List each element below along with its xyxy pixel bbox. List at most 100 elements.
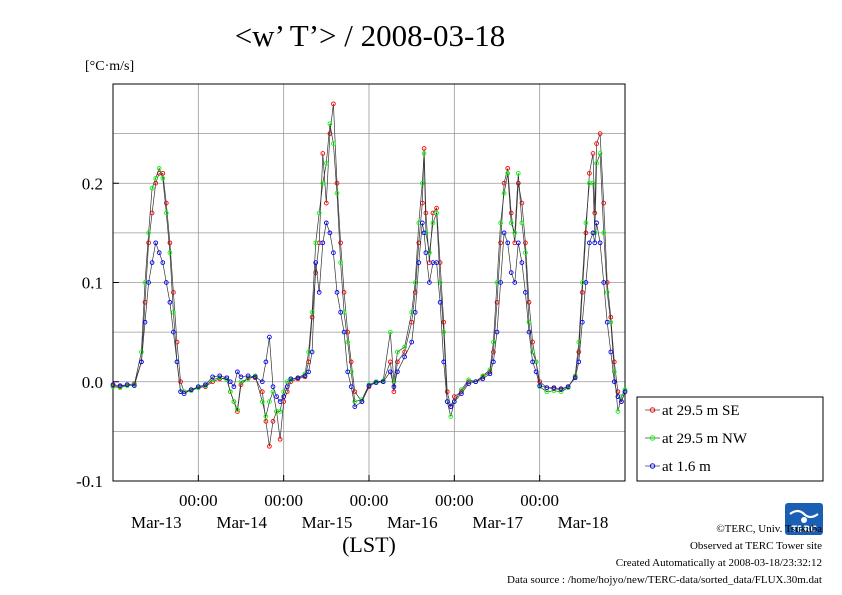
data-point [601, 230, 607, 236]
source-text: Data source : /home/hojyo/new/TERC-data/… [507, 574, 822, 586]
data-point [195, 384, 201, 390]
data-point [512, 280, 518, 285]
data-point [441, 319, 447, 325]
data-point [334, 190, 340, 196]
data-point [263, 359, 269, 365]
data-point [124, 382, 130, 388]
data-point [592, 210, 598, 216]
series-line [112, 123, 626, 417]
series-line [112, 221, 626, 408]
data-point [533, 369, 539, 375]
data-point [267, 443, 272, 449]
data-point [210, 377, 215, 383]
data-point [611, 359, 617, 365]
data-point [412, 309, 418, 315]
data-point [334, 180, 340, 186]
data-point [320, 240, 326, 246]
data-point [327, 121, 333, 127]
data-point [274, 394, 279, 399]
data-point [615, 409, 621, 414]
data-point [341, 329, 347, 335]
data-point [594, 161, 599, 166]
data-point [259, 389, 265, 395]
x-tick-time: 00:00 [179, 491, 218, 510]
data-point [171, 309, 176, 315]
data-point [252, 374, 258, 380]
data-point [309, 349, 315, 355]
data-point [622, 389, 628, 395]
data-point [259, 379, 265, 385]
data-point [597, 131, 603, 136]
data-point [519, 260, 525, 265]
data-point [551, 385, 557, 391]
data-point [601, 200, 607, 206]
series-layer [110, 101, 628, 449]
data-point [487, 371, 493, 377]
data-point [444, 389, 450, 395]
x-tick-time: 00:00 [350, 491, 389, 510]
data-point [352, 399, 358, 404]
data-point [421, 151, 427, 156]
series-2 [110, 220, 628, 409]
data-point [231, 399, 237, 404]
data-point [352, 389, 358, 395]
data-point [537, 383, 543, 389]
data-point [491, 339, 496, 345]
y-axis-unit: [°C·m/s] [85, 59, 134, 74]
data-point [587, 240, 592, 246]
data-point [427, 280, 432, 285]
data-point [544, 385, 550, 391]
data-point [448, 404, 454, 409]
data-point [590, 151, 596, 156]
data-point [302, 373, 308, 379]
legend: at 29.5 m SE at 29.5 m NW at 1.6 m [636, 396, 824, 482]
data-point [519, 220, 525, 226]
data-point [352, 404, 358, 409]
x-tick-date: Mar-16 [387, 513, 438, 532]
data-point [146, 240, 151, 246]
data-point [505, 170, 511, 176]
data-point [480, 373, 486, 379]
data-point [277, 436, 283, 442]
data-point [167, 240, 173, 246]
data-point [267, 334, 272, 340]
data-point [277, 399, 283, 404]
data-point [434, 260, 439, 265]
x-tick-date: Mar-13 [131, 513, 182, 532]
data-point [188, 387, 194, 393]
data-point [576, 359, 582, 365]
data-point [526, 319, 532, 325]
legend-box [636, 396, 824, 482]
data-point [284, 384, 290, 390]
data-point [149, 185, 155, 191]
data-point [395, 369, 400, 375]
x-tick-time: 00:00 [520, 491, 559, 510]
data-point [217, 373, 223, 379]
data-point [178, 379, 183, 385]
data-point [448, 414, 454, 419]
data-point [117, 383, 123, 389]
data-point [498, 280, 503, 285]
data-point [572, 375, 578, 381]
data-point [491, 349, 496, 355]
data-point [167, 250, 173, 256]
data-point [227, 389, 233, 395]
data-point [153, 175, 159, 181]
data-point [146, 280, 151, 285]
data-point [348, 384, 354, 390]
data-point [163, 280, 169, 285]
data-point [604, 319, 610, 325]
data-point [373, 380, 379, 386]
data-point [174, 359, 180, 365]
data-point [366, 383, 372, 389]
data-point [323, 220, 329, 226]
data-point [316, 210, 322, 216]
data-point [523, 240, 528, 246]
data-point [619, 399, 624, 404]
data-point [238, 379, 244, 385]
data-point [597, 240, 603, 246]
data-point [530, 349, 535, 355]
data-point [153, 240, 159, 246]
data-point [313, 260, 319, 265]
data-point [441, 359, 447, 365]
